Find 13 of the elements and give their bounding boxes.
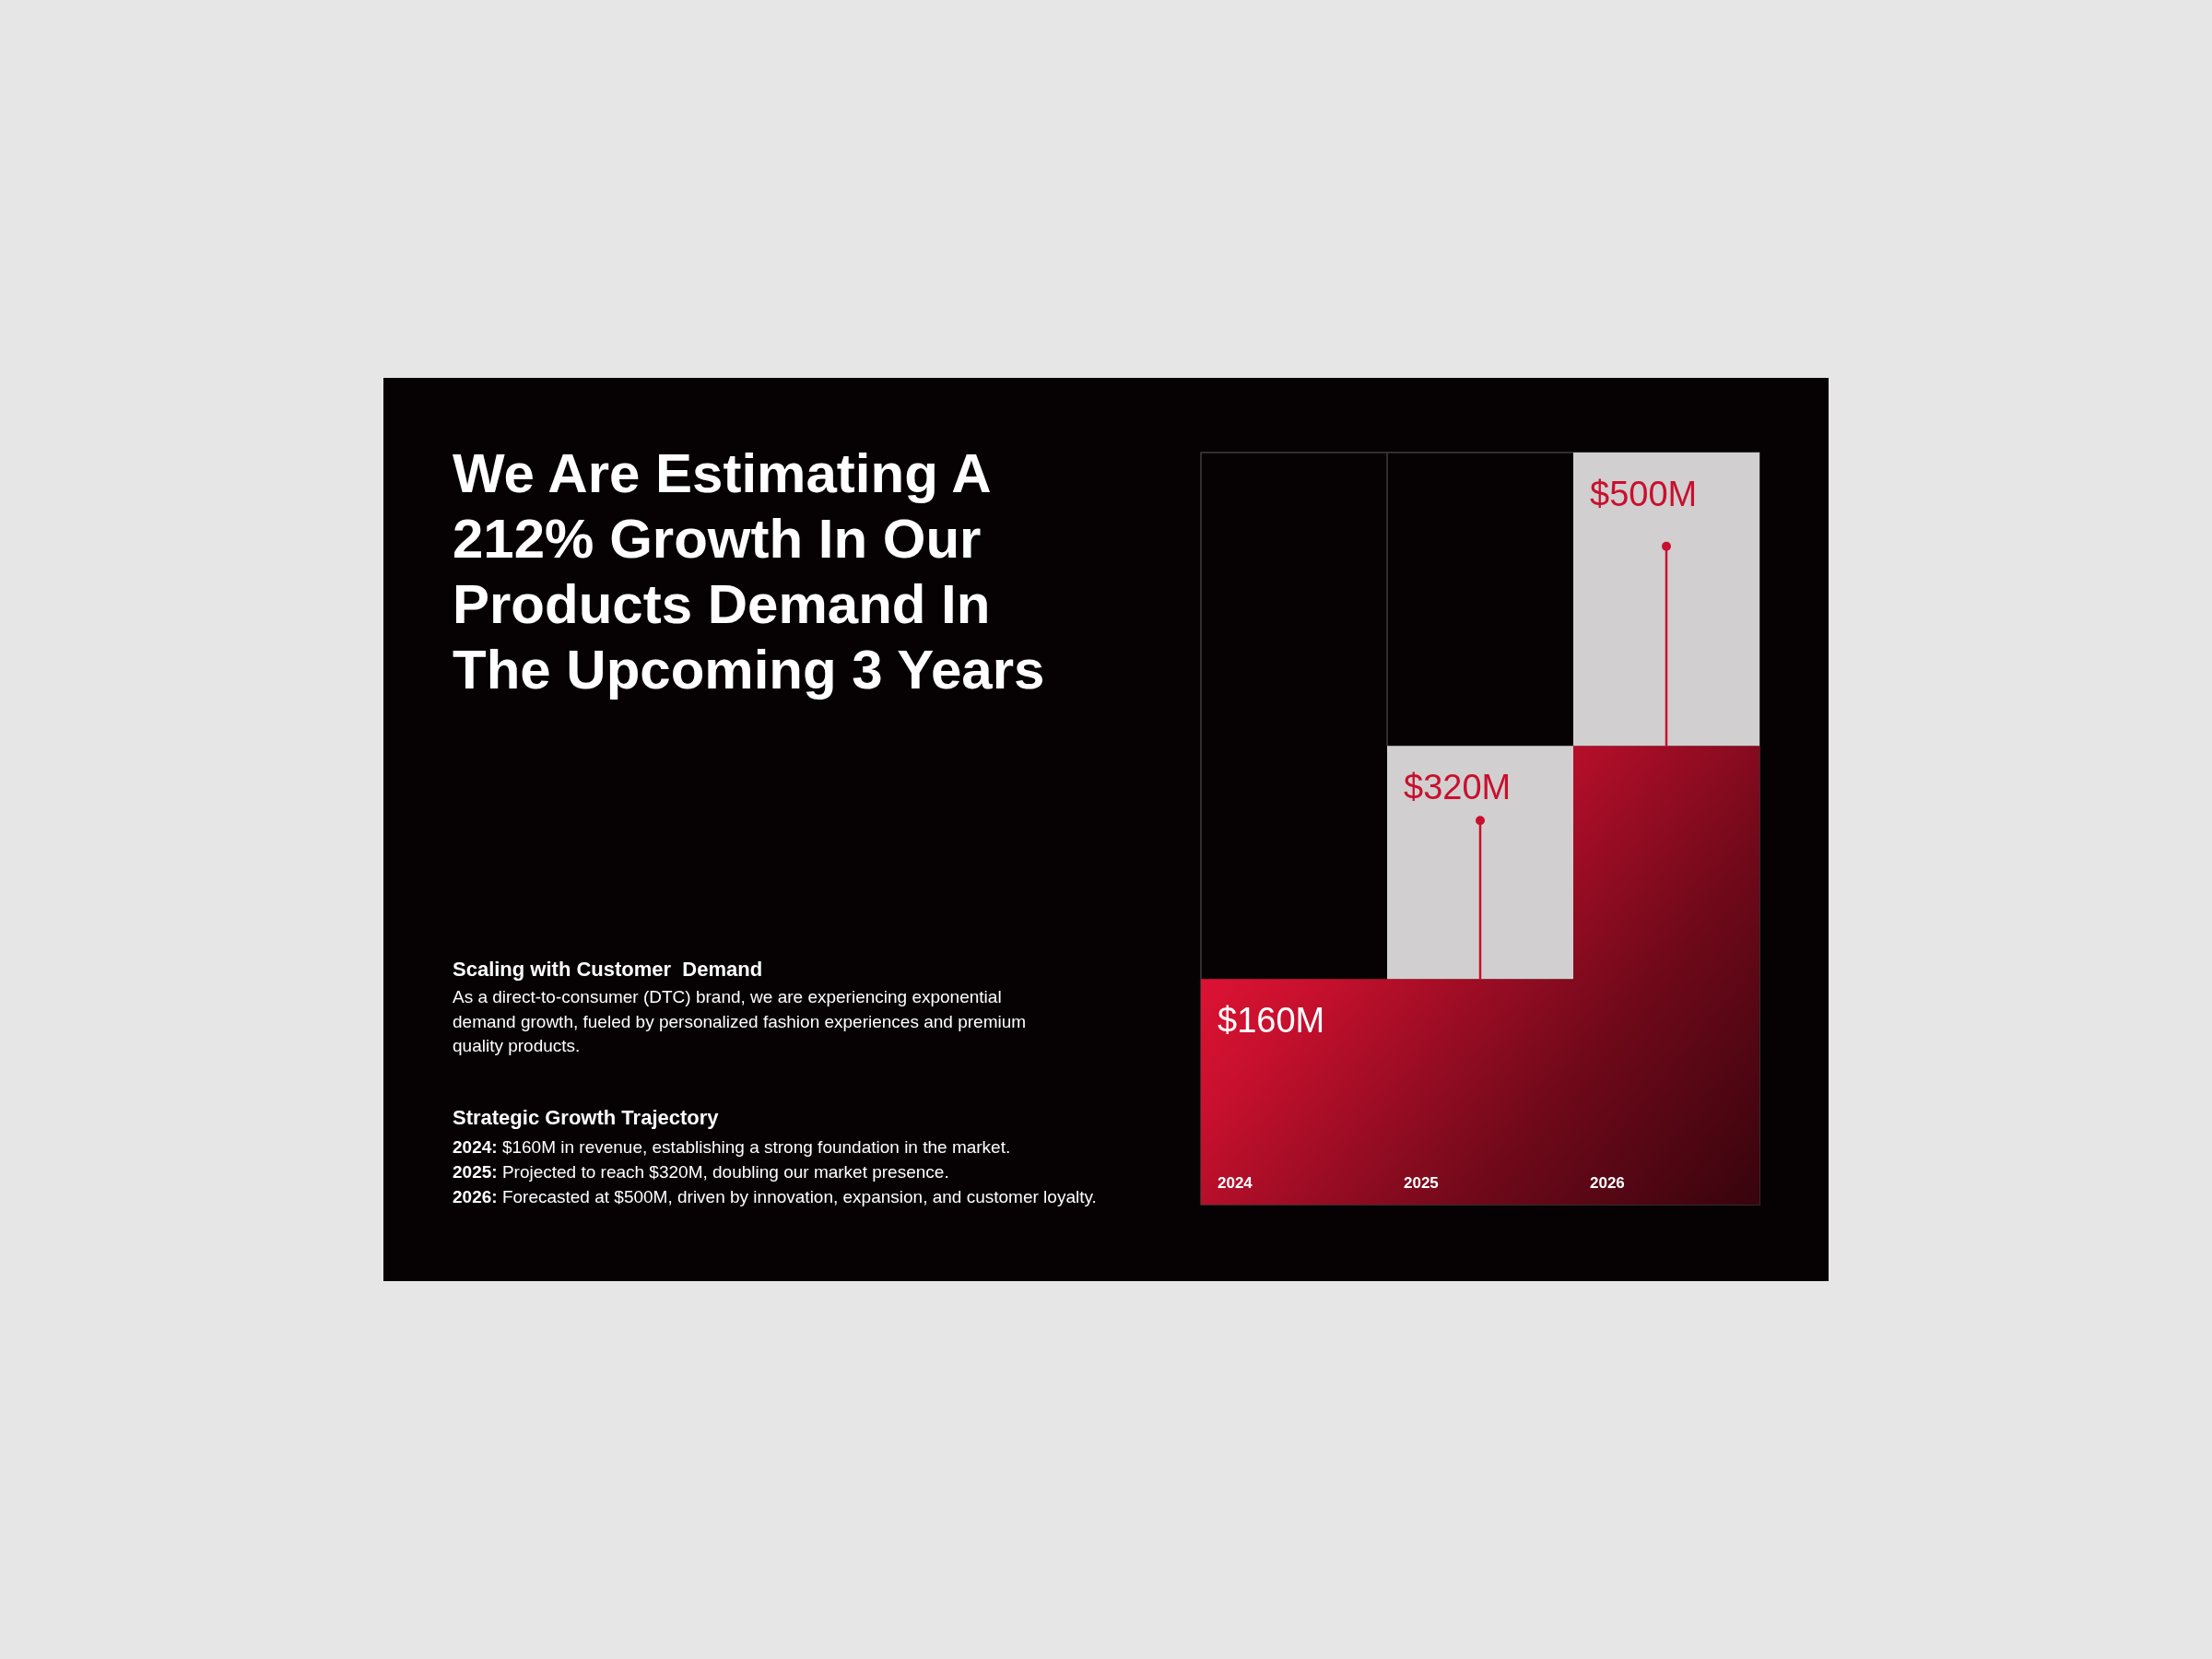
x-tick-label: 2024 [1218,1174,1253,1192]
x-tick-label: 2025 [1404,1174,1439,1192]
x-tick-label: 2026 [1590,1174,1625,1192]
text: 2025: Projected to reach $320M, doubling our market presence. [453,1160,950,1183]
annotation: $160M [1218,1001,1325,1041]
text: As a direct-to-consumer (DTC) brand, we are experiencing exponential demand growth, fueled by personalized fashion experiences and premium quality products. [453,986,1028,1057]
text: 2026: Forecasted at $500M, driven by innovation, expansion, and customer loyalty. [453,1185,1098,1208]
annotation: $500M [1590,475,1698,513]
text: We Are Estimating A 212% Growth In Our Products Demand In The Upcoming 3 Years [453,441,1046,702]
annotation: $320M [1404,768,1512,807]
text: Scaling with Customer Demand [453,957,764,982]
text: 2024: $160M in revenue, establishing a strong foundation in the market. [453,1135,1012,1159]
text: Strategic Growth Trajectory [453,1104,720,1130]
